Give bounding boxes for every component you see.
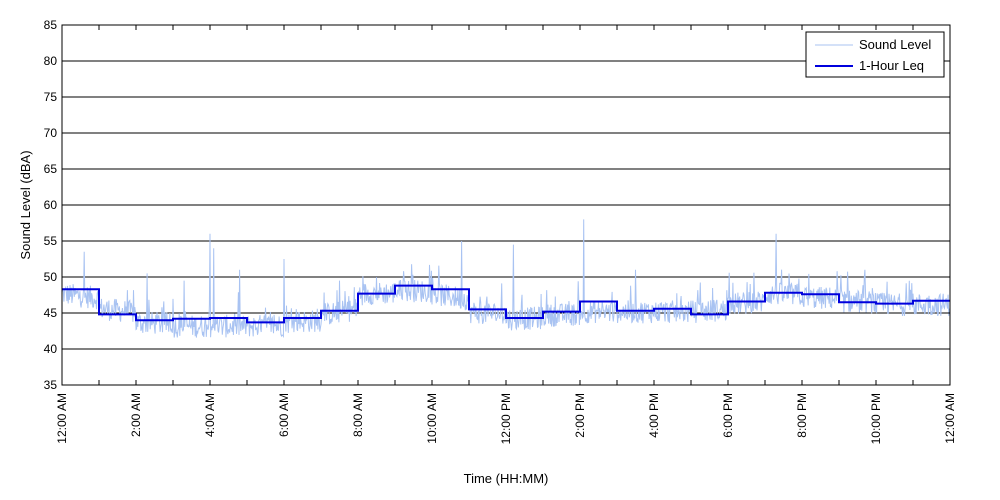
legend-label-sound-level: Sound Level <box>859 37 931 52</box>
y-tick-label: 35 <box>44 378 58 392</box>
x-tick-label: 8:00 AM <box>351 393 365 437</box>
x-tick-label: 4:00 AM <box>203 393 217 437</box>
x-tick-label: 6:00 AM <box>277 393 291 437</box>
y-tick-label: 50 <box>44 270 58 284</box>
y-tick-label: 85 <box>44 18 58 32</box>
y-axis-title: Sound Level (dBA) <box>18 150 33 259</box>
y-tick-label: 65 <box>44 162 58 176</box>
x-tick-label: 10:00 PM <box>869 393 883 444</box>
x-tick-label: 10:00 AM <box>425 393 439 444</box>
series-layer <box>61 219 951 339</box>
y-tick-label: 45 <box>44 306 58 320</box>
legend-label-leq: 1-Hour Leq <box>859 58 924 73</box>
y-tick-label: 75 <box>44 90 58 104</box>
legend-box <box>805 31 945 78</box>
x-tick-label: 12:00 AM <box>943 393 957 444</box>
x-tick-label: 6:00 PM <box>721 393 735 438</box>
legend: Sound Level 1-Hour Leq <box>805 31 945 78</box>
y-tick-label: 80 <box>44 54 58 68</box>
x-tick-label: 4:00 PM <box>647 393 661 438</box>
y-tick-label: 70 <box>44 126 58 140</box>
x-tick-label: 12:00 AM <box>55 393 69 444</box>
y-tick-label: 60 <box>44 198 58 212</box>
y-tick-label: 55 <box>44 234 58 248</box>
x-tick-label: 2:00 PM <box>573 393 587 438</box>
x-tick-label: 2:00 AM <box>129 393 143 437</box>
x-tick-label: 12:00 PM <box>499 393 513 444</box>
x-tick-label: 8:00 PM <box>795 393 809 438</box>
sound-level-line <box>61 219 951 339</box>
y-tick-label: 40 <box>44 342 58 356</box>
x-axis-title: Time (HH:MM) <box>464 471 549 486</box>
leq-step-line <box>62 284 950 324</box>
ticks: 35 40 45 50 55 60 65 70 75 80 85 12:00 AM 2:00 AM 4:0… <box>44 18 957 444</box>
